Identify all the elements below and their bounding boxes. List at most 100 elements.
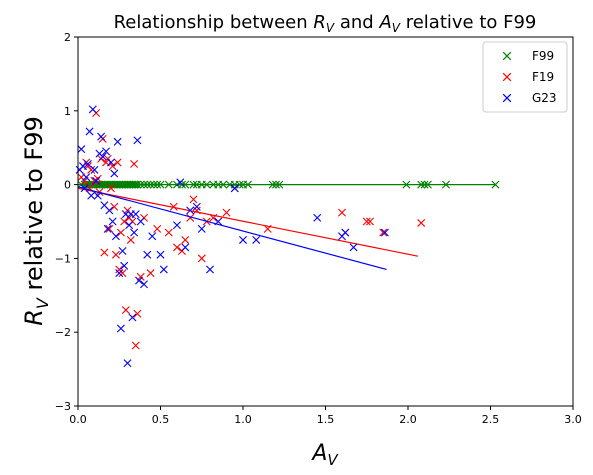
data-point <box>93 191 102 200</box>
data-point <box>214 217 223 226</box>
data-point <box>420 180 429 189</box>
data-point <box>110 169 119 178</box>
data-point <box>78 162 87 171</box>
data-point <box>98 152 107 161</box>
data-point <box>130 228 139 237</box>
y-tick-label: 0 <box>64 179 71 192</box>
data-point <box>164 180 173 189</box>
title-prefix: Relationship between <box>114 12 314 33</box>
y-tick-label: −1 <box>55 252 71 265</box>
data-point <box>92 176 101 185</box>
data-point <box>192 202 201 211</box>
data-point <box>133 309 142 318</box>
data-point <box>362 217 371 226</box>
ylabel-main: R <box>20 309 48 326</box>
svg-text:Relationship between RV and AV: Relationship between RV and AV relative … <box>114 12 537 35</box>
data-point <box>126 235 135 244</box>
y-tick-label: 1 <box>64 105 71 118</box>
title-a-sub: V <box>392 21 401 35</box>
y-tick-label: −3 <box>55 400 71 413</box>
x-tick-label: 1.0 <box>234 413 252 426</box>
data-point <box>209 213 218 222</box>
data-point <box>121 306 130 315</box>
data-point <box>192 206 201 215</box>
y-axis-ticks: −3 −2 −1 0 1 2 <box>55 31 78 413</box>
data-point <box>268 180 277 189</box>
data-point <box>402 180 411 189</box>
data-point <box>133 180 142 189</box>
x-tick-label: 1.5 <box>317 413 335 426</box>
data-point <box>235 180 244 189</box>
data-point <box>441 180 450 189</box>
data-point <box>123 359 132 368</box>
data-point <box>108 217 117 226</box>
data-point <box>128 313 137 322</box>
data-point <box>181 180 190 189</box>
data-point <box>136 180 145 189</box>
data-point <box>90 165 99 174</box>
data-point <box>136 217 145 226</box>
y-tick-label: −2 <box>55 326 71 339</box>
trend-line-g23 <box>77 186 387 271</box>
data-point <box>140 280 148 289</box>
data-point <box>189 180 198 189</box>
x-tick-label: 3.0 <box>564 413 582 426</box>
xlabel-main: A <box>310 441 327 466</box>
series-g23 <box>75 105 389 368</box>
data-point <box>219 180 228 189</box>
data-point <box>107 184 115 193</box>
data-point <box>366 217 375 226</box>
data-point <box>181 235 190 244</box>
data-point <box>272 180 280 189</box>
data-point <box>85 127 94 136</box>
data-point <box>176 178 185 187</box>
data-point <box>313 213 322 222</box>
data-point <box>379 228 388 237</box>
data-point <box>77 145 86 154</box>
data-point <box>116 324 125 333</box>
data-point <box>153 180 162 189</box>
data-point <box>125 221 134 230</box>
data-point <box>143 250 152 259</box>
title-a: A <box>378 12 391 33</box>
title-suffix: relative to F99 <box>400 12 536 33</box>
data-point <box>148 232 157 241</box>
data-point <box>252 235 261 244</box>
data-point <box>111 250 120 259</box>
data-point <box>143 180 152 189</box>
data-point <box>169 202 178 211</box>
data-point <box>133 136 142 145</box>
data-point <box>100 248 109 257</box>
data-point <box>113 158 122 167</box>
legend-marker-f99 <box>502 51 512 61</box>
x-tick-label: 0.5 <box>152 413 170 426</box>
data-point <box>197 224 206 233</box>
data-point <box>156 250 165 259</box>
data-point <box>120 261 129 270</box>
ylabel-sub: V <box>33 297 52 309</box>
data-point <box>197 254 206 263</box>
data-point <box>110 202 119 211</box>
data-point <box>263 224 272 233</box>
series-f19 <box>77 109 426 350</box>
x-axis-ticks: 0.0 0.5 1.0 1.5 2.0 2.5 3.0 <box>69 406 582 426</box>
legend-label-f99: F99 <box>532 49 554 63</box>
data-point <box>146 269 155 278</box>
data-point <box>111 232 120 241</box>
ylabel-rest: relative to F99 <box>20 116 48 298</box>
data-point <box>417 218 426 227</box>
data-point <box>87 165 96 174</box>
legend-label-f19: F19 <box>532 70 554 84</box>
data-point <box>131 210 140 219</box>
data-point <box>113 137 122 146</box>
data-point <box>140 180 148 189</box>
data-point <box>116 228 125 237</box>
data-point <box>97 132 106 141</box>
chart-title: Relationship between RV and AV relative … <box>114 12 537 35</box>
data-point <box>491 180 500 189</box>
legend: F99 F19 G23 <box>482 41 568 113</box>
data-point <box>80 184 89 193</box>
title-mid: and <box>334 12 379 33</box>
data-point <box>88 105 97 114</box>
